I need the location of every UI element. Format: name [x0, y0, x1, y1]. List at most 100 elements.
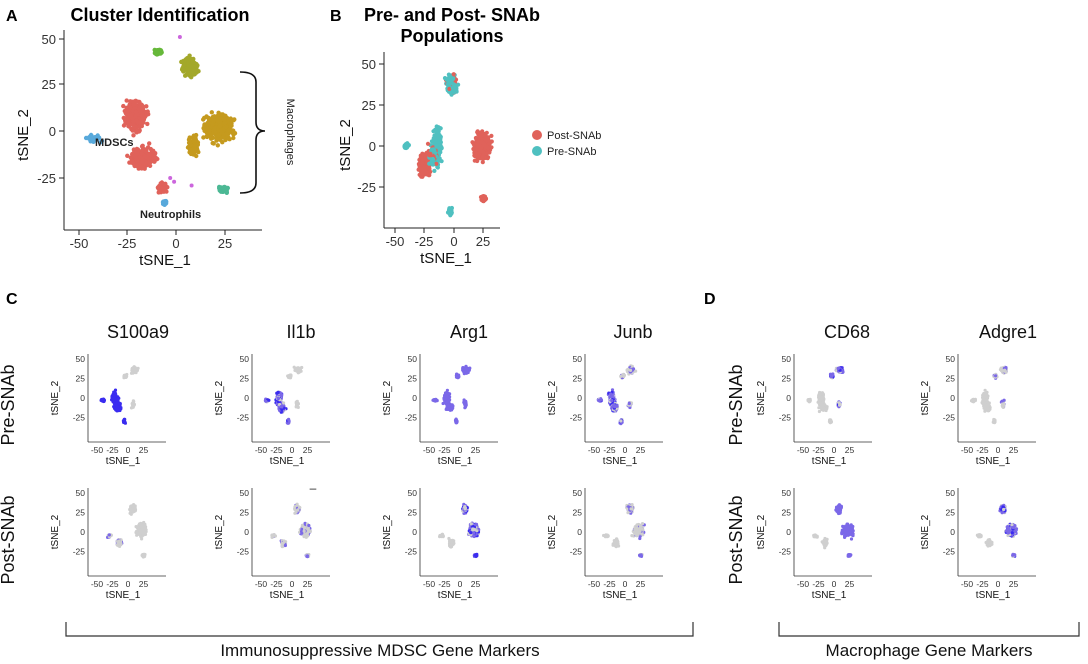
post-snab-point [480, 155, 485, 160]
cluster-point [220, 189, 225, 194]
gene-header-adgre1: Adgre1 [979, 322, 1037, 342]
macrophage-point [188, 140, 193, 146]
mdsc-point [139, 151, 144, 156]
annotation-mdscs: MDSCs [95, 137, 134, 149]
panel-a-xtick: -50 [70, 236, 89, 251]
mixed-point [425, 141, 431, 146]
expression-point [807, 398, 812, 402]
small-axis-text: 25 [240, 374, 250, 384]
small-axis-text: -50 [255, 445, 268, 455]
mdsc-point [140, 143, 145, 148]
gene-header-s100a9: S100a9 [107, 322, 169, 342]
panel-a-ytick: 0 [49, 124, 56, 139]
small-axis-text: -50 [961, 445, 974, 455]
annotation-macrophages: Macrophages [284, 99, 296, 166]
macrophage-point [209, 110, 214, 115]
mdsc-point [144, 104, 149, 109]
mdsc-point [141, 165, 147, 171]
post-snab-point [486, 146, 491, 151]
expression-point [445, 394, 449, 398]
expression-point [299, 369, 303, 373]
macrophage-point [217, 123, 223, 129]
expression-point [112, 399, 116, 403]
small-axis-text: 50 [573, 354, 583, 364]
mdsc-point [140, 157, 145, 162]
post-snab-point [473, 135, 478, 141]
macrophage-point [185, 69, 190, 75]
expression-point [115, 405, 119, 409]
small-axis-text: 50 [240, 354, 250, 364]
expression-point [972, 398, 976, 402]
macrophage-point [181, 67, 186, 72]
mdsc-point [131, 119, 136, 124]
small-axis-text: -50 [423, 445, 436, 455]
expression-point [134, 530, 138, 535]
macrophage-point [212, 114, 217, 119]
expression-point [983, 395, 987, 399]
small-axis-text: 25 [76, 508, 86, 518]
post-snab-point [476, 139, 481, 144]
small-axis-text: -50 [797, 445, 810, 455]
mdsc-point [143, 154, 148, 160]
mdsc-point [127, 122, 133, 128]
expression-point [131, 403, 135, 407]
expression-point [141, 532, 145, 536]
mdsc-point [145, 109, 150, 114]
small-axis-text: 0 [126, 579, 131, 589]
expression-point [289, 374, 293, 378]
macrophage-point [204, 114, 209, 119]
macrophage-point [221, 117, 227, 122]
legend-label-post-snab: Post-SNAb [547, 130, 601, 142]
panel-a-scatter [83, 35, 238, 207]
expression-point [982, 401, 986, 405]
macrophage-point [181, 63, 186, 69]
expression-point [837, 366, 841, 370]
macrophage-point [228, 117, 234, 123]
expression-point [464, 366, 468, 371]
small-axis-text: 0 [80, 393, 85, 403]
pre-snab-point [404, 144, 409, 149]
gene-header-arg1: Arg1 [450, 322, 488, 342]
small-axis-text: -25 [438, 445, 451, 455]
expression-point [112, 406, 117, 410]
small-axis-text: 25 [946, 374, 956, 384]
expression-point [455, 419, 459, 424]
expression-point [462, 401, 466, 405]
mdsc-point [125, 116, 130, 121]
expression-point [443, 401, 448, 405]
expression-point [130, 366, 134, 370]
mdsc-point [134, 151, 140, 157]
post-snab-point [486, 155, 491, 160]
expression-point [294, 401, 298, 405]
small-axis-text: 0 [126, 445, 131, 455]
expression-point [985, 404, 989, 408]
small-axis-text: -50 [91, 445, 104, 455]
small-axis-text: tSNE_2 [50, 380, 61, 415]
expression-point [829, 374, 833, 378]
expression-point [627, 401, 631, 406]
small-axis-text: -25 [405, 413, 418, 423]
small-axis-text: 50 [76, 354, 86, 364]
mdsc-point [133, 163, 138, 168]
small-axis-text: 0 [577, 393, 582, 403]
macrophage-point [189, 75, 194, 80]
expression-point [825, 405, 829, 409]
legend-swatch-post-snab [532, 130, 542, 140]
expression-point [445, 388, 449, 392]
mdsc-point [127, 160, 132, 165]
small-axis-text: tSNE_1 [438, 456, 473, 467]
small-axis-text: 0 [244, 393, 249, 403]
macrophage-point [231, 135, 236, 141]
expression-point [129, 371, 134, 375]
small-axis-text: -25 [943, 413, 956, 423]
small-axis-text: 0 [623, 445, 628, 455]
pre-snab-point [451, 72, 456, 77]
panel-letter-c: C [6, 291, 18, 308]
legend-label-pre-snab: Pre-SNAb [547, 146, 597, 158]
expression-point [994, 374, 998, 378]
expression-point [133, 366, 137, 370]
macrophage-point [187, 135, 192, 140]
small-axis-text: 25 [303, 445, 313, 455]
expression-point [992, 420, 996, 424]
small-axis-text: -25 [106, 579, 119, 589]
